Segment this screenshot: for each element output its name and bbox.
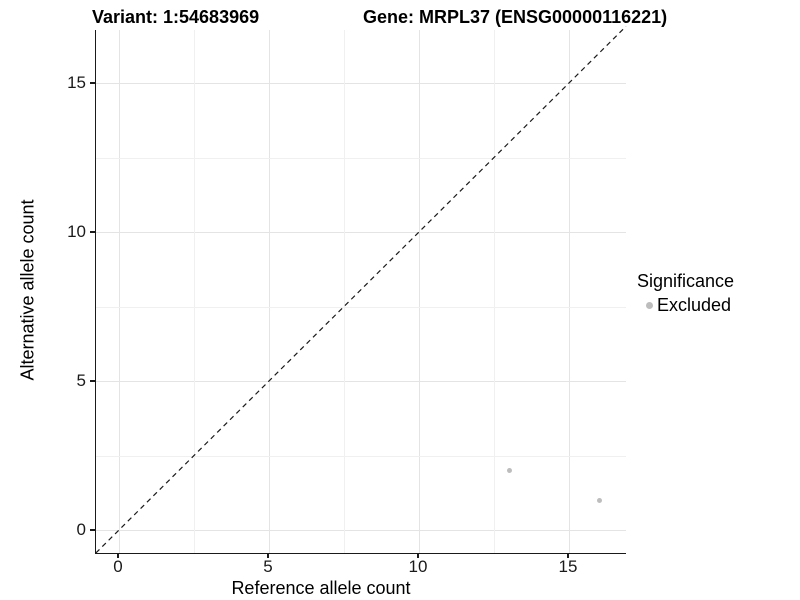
gridline-major-y xyxy=(96,232,626,233)
y-tick-mark xyxy=(90,529,95,531)
y-tick-mark xyxy=(90,231,95,233)
legend: Significance Excluded xyxy=(637,271,734,316)
y-tick-label: 15 xyxy=(67,73,86,92)
y-tick-label: 10 xyxy=(67,222,86,241)
gridline-minor-y xyxy=(96,306,626,308)
x-tick-mark xyxy=(567,553,569,558)
data-point xyxy=(506,467,512,473)
gridline-major-y xyxy=(96,530,626,531)
y-tick-mark xyxy=(90,82,95,84)
x-axis-title: Reference allele count xyxy=(231,578,411,598)
x-tick-mark xyxy=(117,553,119,558)
gridline-major-y xyxy=(96,83,626,84)
gridline-major-x xyxy=(119,30,120,553)
y-axis-title: Alternative allele count xyxy=(17,199,38,381)
gridline-major-x xyxy=(419,30,420,553)
y-tick-label: 5 xyxy=(76,371,86,390)
gridline-major-x xyxy=(569,30,570,553)
x-tick-mark xyxy=(267,553,269,558)
data-point xyxy=(596,497,602,503)
legend-key-dot-icon xyxy=(646,302,653,309)
y-tick-mark xyxy=(90,380,95,382)
gridline-major-y xyxy=(96,381,626,382)
chart-panel xyxy=(95,25,627,554)
x-tick-label: 5 xyxy=(263,557,273,576)
gridline-minor-y xyxy=(96,455,626,457)
plot-title-gene: Gene: MRPL37 (ENSG00000116221) xyxy=(363,7,668,27)
plot-title-variant: Variant: 1:54683969 xyxy=(92,7,260,27)
identity-dashed-line xyxy=(95,25,627,554)
legend-item: Excluded xyxy=(646,295,734,316)
x-tick-label: 10 xyxy=(408,557,428,576)
gridline-minor-x xyxy=(494,30,495,553)
gridline-minor-x xyxy=(194,30,195,553)
gridline-minor-y xyxy=(96,157,626,159)
legend-item-label: Excluded xyxy=(657,295,732,315)
gridline-major-x xyxy=(269,30,270,553)
gridline-minor-x xyxy=(344,30,345,553)
y-tick-label: 0 xyxy=(76,520,86,539)
x-tick-label: 0 xyxy=(113,557,123,576)
x-tick-label: 15 xyxy=(558,557,578,576)
legend-title: Significance xyxy=(637,271,735,291)
x-tick-mark xyxy=(417,553,419,558)
